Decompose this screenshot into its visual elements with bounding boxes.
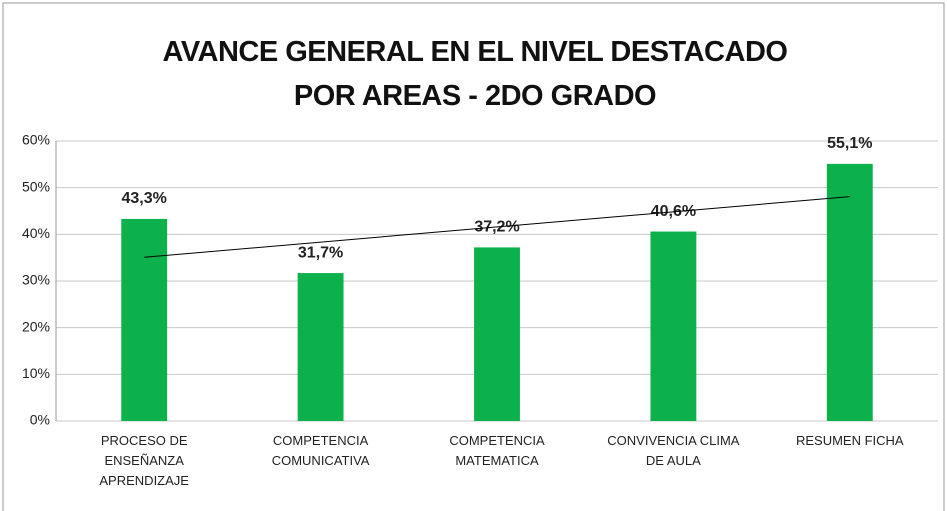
bar [121,218,168,421]
y-tick-label: 20% [22,318,50,334]
bar [297,273,344,421]
x-tick-label: RESUMEN FICHA [795,433,904,448]
value-label: 40,6% [651,203,696,220]
y-tick-label: 10% [22,365,50,381]
x-tick-label: COMPETENCIA MATEMATICA [449,433,545,468]
value-label: 43,3% [122,190,167,207]
bar [650,231,697,421]
x-tick-label: PROCESO DE ENSEÑANZA APRENDIZAJE [99,433,189,488]
x-tick-label: COMPETENCIA COMUNICATIVA [271,433,370,468]
x-tick-label: CONVIVENCIA CLIMA DE AULA [607,433,740,468]
y-tick-label: 50% [22,178,50,194]
y-tick-label: 40% [22,225,50,241]
bar [826,163,873,421]
y-tick-label: 30% [22,272,50,288]
y-tick-label: 60% [22,132,50,148]
value-label: 31,7% [298,244,343,261]
y-tick-label: 0% [30,412,50,428]
trendline [144,196,850,258]
bar [474,247,520,421]
value-label: 55,1% [827,135,872,152]
chart-title: AVANCE GENERAL EN EL NIVEL DESTACADO POR… [162,36,788,112]
